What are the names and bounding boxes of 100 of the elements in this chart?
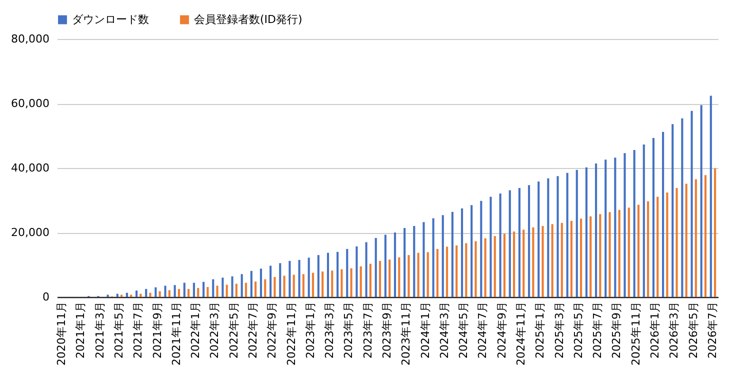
bar bbox=[528, 185, 530, 297]
bar bbox=[350, 268, 352, 297]
bar bbox=[240, 274, 243, 297]
bar bbox=[168, 290, 170, 297]
bar bbox=[174, 285, 176, 297]
bar bbox=[369, 264, 372, 297]
bar bbox=[470, 205, 473, 297]
bar bbox=[700, 105, 702, 297]
bar bbox=[384, 234, 386, 297]
bar bbox=[599, 214, 602, 297]
bar bbox=[178, 288, 180, 297]
bar bbox=[522, 230, 525, 297]
x-tick-label: 2020年11月 bbox=[55, 302, 68, 366]
bar bbox=[508, 190, 511, 297]
bar bbox=[244, 282, 248, 297]
bar bbox=[624, 153, 626, 297]
x-tick-label: 2023年9月 bbox=[380, 302, 394, 358]
bar bbox=[308, 258, 310, 297]
bar bbox=[642, 144, 645, 297]
bar bbox=[490, 196, 492, 297]
x-tick-label: 2024年7月 bbox=[476, 302, 490, 358]
bar bbox=[158, 291, 161, 297]
bar bbox=[681, 118, 684, 297]
bar bbox=[283, 276, 286, 297]
bar bbox=[188, 288, 190, 297]
x-tick-label: 2022年9月 bbox=[266, 302, 279, 358]
bar bbox=[135, 290, 138, 297]
bar bbox=[312, 272, 314, 297]
bar bbox=[202, 282, 205, 297]
bar bbox=[694, 179, 697, 297]
bar bbox=[474, 241, 477, 297]
x-tick-label: 2026年3月 bbox=[668, 302, 681, 358]
bar bbox=[672, 124, 674, 297]
bar bbox=[710, 96, 712, 297]
bar bbox=[547, 178, 550, 297]
bar bbox=[288, 260, 291, 297]
bar bbox=[666, 192, 668, 297]
x-tick-label: 2024年1月 bbox=[418, 302, 432, 358]
bar bbox=[676, 188, 678, 297]
x-tick-label: 2021年11月 bbox=[170, 302, 183, 366]
x-tick-label: 2025年5月 bbox=[572, 302, 585, 358]
bar bbox=[494, 236, 496, 297]
bar bbox=[633, 150, 636, 297]
bar bbox=[292, 274, 295, 297]
bar bbox=[264, 279, 266, 297]
bar bbox=[604, 160, 607, 297]
x-tick-label: 2025年7月 bbox=[591, 302, 604, 358]
bar bbox=[532, 227, 534, 297]
bar bbox=[542, 226, 544, 297]
bar bbox=[637, 204, 640, 297]
bar bbox=[570, 220, 572, 297]
bar bbox=[222, 278, 224, 297]
bar bbox=[628, 208, 630, 297]
bar bbox=[538, 182, 540, 297]
bar bbox=[662, 132, 664, 297]
bar bbox=[250, 270, 252, 297]
bar bbox=[585, 167, 588, 297]
bar bbox=[216, 286, 218, 297]
x-tick-label: 2023年7月 bbox=[361, 302, 374, 358]
bar bbox=[426, 252, 429, 297]
x-tick-label: 2021年9月 bbox=[150, 302, 164, 358]
bar bbox=[560, 222, 563, 297]
bar bbox=[360, 266, 362, 297]
x-tick-label: 2021年7月 bbox=[132, 302, 145, 358]
x-tick-label: 2024年5月 bbox=[457, 302, 470, 358]
bar bbox=[417, 252, 420, 297]
x-tick-label: 2023年1月 bbox=[304, 302, 317, 358]
bar bbox=[365, 242, 368, 297]
bar bbox=[374, 238, 377, 297]
x-tick-label: 2026年1月 bbox=[648, 302, 662, 358]
bar bbox=[594, 163, 598, 297]
bar bbox=[274, 277, 276, 297]
x-tick-label: 2022年7月 bbox=[246, 302, 260, 358]
y-tick-label: 0 bbox=[42, 290, 50, 304]
bar bbox=[442, 215, 444, 297]
bar bbox=[422, 222, 425, 297]
bar bbox=[346, 248, 348, 297]
bar bbox=[226, 284, 228, 297]
bar bbox=[322, 272, 324, 297]
x-tick-label: 2021年3月 bbox=[93, 302, 106, 358]
bar bbox=[685, 184, 688, 297]
bar bbox=[590, 216, 592, 297]
y-tick-label: 80,000 bbox=[11, 32, 50, 46]
bar bbox=[340, 269, 343, 297]
bar bbox=[270, 266, 272, 297]
bar bbox=[460, 208, 464, 297]
bar bbox=[580, 218, 582, 297]
bar bbox=[212, 279, 214, 297]
x-tick-label: 2023年3月 bbox=[323, 302, 336, 358]
bar bbox=[302, 274, 304, 297]
bar bbox=[456, 245, 458, 297]
bar bbox=[388, 260, 391, 297]
y-tick-label: 60,000 bbox=[11, 97, 50, 110]
bar bbox=[465, 243, 468, 297]
bar bbox=[336, 252, 339, 297]
legend-label: 会員登録者数(ID発行) bbox=[194, 12, 302, 26]
bar bbox=[404, 228, 406, 297]
bar bbox=[566, 172, 568, 297]
x-tick-label: 2021年5月 bbox=[112, 302, 126, 358]
bar bbox=[183, 282, 186, 297]
